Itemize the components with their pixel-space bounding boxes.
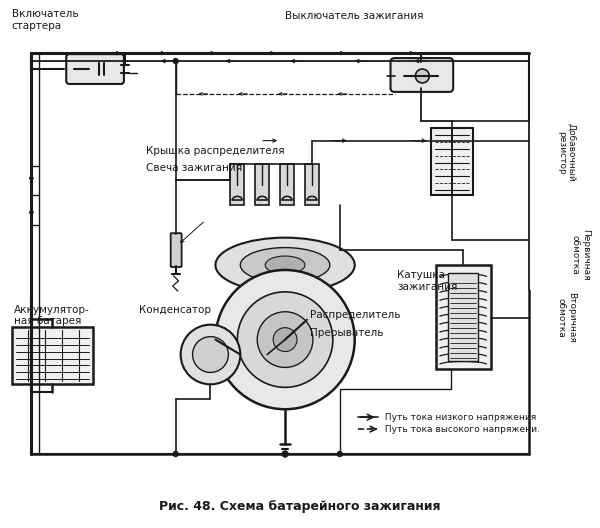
Circle shape <box>215 270 355 409</box>
Ellipse shape <box>265 256 305 274</box>
Text: Выключатель зажигания: Выключатель зажигания <box>285 11 424 21</box>
Text: Свеча зажигания: Свеча зажигания <box>146 163 242 173</box>
Circle shape <box>257 312 313 367</box>
Ellipse shape <box>241 248 330 282</box>
Ellipse shape <box>215 238 355 293</box>
Bar <box>280 164 294 205</box>
Circle shape <box>173 59 178 63</box>
Circle shape <box>337 451 342 457</box>
Circle shape <box>193 337 229 372</box>
Bar <box>305 164 319 205</box>
Text: Прерыватель: Прерыватель <box>310 328 383 338</box>
Text: Рис. 48. Схема батарейного зажигания: Рис. 48. Схема батарейного зажигания <box>159 499 441 513</box>
Bar <box>436 265 491 370</box>
Bar <box>448 273 478 362</box>
Text: Катушка
зажигания: Катушка зажигания <box>397 270 458 291</box>
Circle shape <box>415 69 430 83</box>
Circle shape <box>181 325 241 384</box>
FancyBboxPatch shape <box>391 58 453 92</box>
Bar <box>431 128 473 195</box>
Circle shape <box>282 451 288 457</box>
Text: Вторичная
обмотка: Вторичная обмотка <box>557 293 576 343</box>
Text: Путь тока низкого напряжения: Путь тока низкого напряжения <box>382 413 536 422</box>
Bar <box>11 327 93 384</box>
Text: Распределитель: Распределитель <box>310 310 400 320</box>
Text: Первичная
обмотка: Первичная обмотка <box>571 229 590 281</box>
Circle shape <box>173 451 178 457</box>
Text: Конденсатор: Конденсатор <box>139 305 211 315</box>
Text: Включатель
стартера: Включатель стартера <box>11 10 78 31</box>
FancyBboxPatch shape <box>170 233 182 267</box>
Text: Аккумулятор-
ная батарея: Аккумулятор- ная батарея <box>14 305 89 326</box>
Circle shape <box>273 328 297 352</box>
Bar <box>230 164 244 205</box>
Text: Добавочный
резистор: Добавочный резистор <box>557 123 576 182</box>
FancyBboxPatch shape <box>66 54 124 84</box>
Bar <box>255 164 269 205</box>
Text: Путь тока высокого напряжени.: Путь тока высокого напряжени. <box>382 425 539 433</box>
Circle shape <box>238 292 333 388</box>
Text: Крышка распределителя: Крышка распределителя <box>146 146 284 156</box>
